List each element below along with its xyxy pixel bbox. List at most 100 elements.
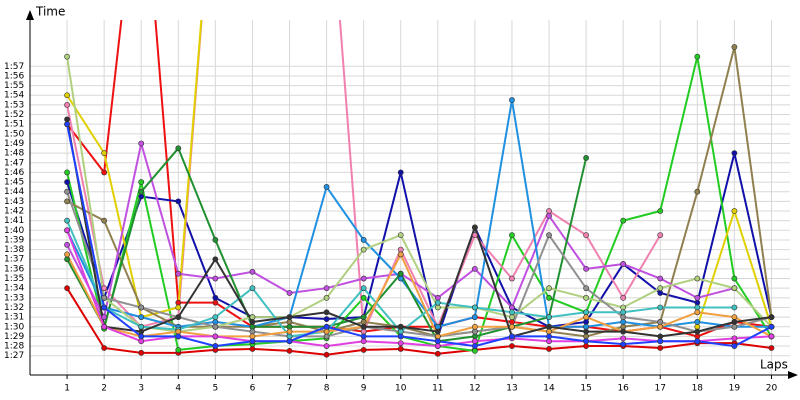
point (397, 169, 404, 176)
y-tick-label: 1:48 (4, 149, 24, 159)
y-tick-label: 1:49 (4, 139, 24, 149)
point (546, 338, 552, 345)
x-tick-label: 19 (729, 384, 741, 394)
x-tick-label: 5 (212, 384, 218, 394)
point (657, 319, 664, 325)
point (731, 323, 738, 330)
y-tick-label: 1:54 (4, 91, 24, 101)
point (509, 97, 515, 103)
point (64, 227, 70, 234)
series-line (66, 119, 772, 338)
point (471, 333, 478, 340)
point (249, 268, 256, 275)
point (212, 299, 219, 306)
point (138, 188, 145, 195)
point (360, 347, 367, 353)
point (249, 328, 256, 335)
point (397, 246, 404, 253)
point (101, 285, 108, 292)
x-tick-label: 7 (287, 384, 293, 394)
point (212, 237, 219, 243)
point (694, 309, 701, 316)
x-tick-label: 1 (64, 384, 70, 394)
point (138, 314, 145, 321)
point (397, 340, 404, 347)
point (286, 347, 293, 354)
point (249, 314, 256, 321)
point (397, 270, 404, 277)
point (620, 217, 627, 224)
point (471, 224, 478, 231)
point (583, 265, 589, 272)
point (471, 232, 478, 239)
point (64, 169, 70, 176)
point (64, 251, 70, 258)
point (434, 350, 441, 357)
point (509, 323, 515, 330)
point (471, 338, 478, 345)
point (64, 179, 70, 185)
point (620, 323, 627, 330)
point (323, 328, 330, 335)
x-axis-arrow (788, 371, 798, 379)
point (360, 319, 367, 325)
point (471, 328, 478, 335)
point (583, 155, 589, 161)
point (360, 285, 367, 292)
point (620, 328, 627, 335)
point (694, 338, 701, 345)
point (471, 343, 478, 349)
y-tick-label: 1:40 (4, 226, 24, 236)
y-tick-label: 1:46 (4, 168, 24, 178)
point (64, 241, 70, 248)
x-tick-label: 12 (469, 384, 480, 394)
point (360, 314, 367, 321)
point (138, 179, 145, 185)
point (101, 304, 108, 311)
point (546, 285, 552, 292)
point (138, 333, 145, 340)
point (583, 328, 589, 335)
point (397, 333, 404, 340)
point (138, 338, 145, 345)
point (583, 333, 589, 340)
point (323, 323, 330, 330)
point (323, 343, 330, 349)
point (397, 251, 404, 258)
point (360, 338, 367, 345)
point (768, 314, 775, 321)
point (138, 140, 145, 147)
x-tick-label: 13 (506, 384, 517, 394)
point (546, 333, 552, 340)
point (657, 304, 664, 311)
point (64, 188, 70, 195)
point (509, 309, 515, 316)
x-tick-label: 16 (617, 384, 629, 394)
point (397, 323, 404, 330)
point (175, 333, 182, 340)
y-axis-arrow (26, 10, 34, 20)
point (694, 275, 701, 282)
point (694, 294, 701, 301)
point (286, 338, 293, 345)
series-line (66, 123, 772, 348)
x-tick-label: 3 (138, 384, 144, 394)
point (694, 53, 701, 60)
point (360, 333, 367, 340)
point (434, 323, 441, 330)
point (175, 270, 182, 277)
x-tick-label: 10 (395, 384, 407, 394)
point (249, 333, 256, 340)
point (64, 116, 70, 123)
point (471, 347, 478, 354)
point (434, 304, 441, 311)
point (175, 314, 182, 321)
point (397, 275, 404, 282)
point (546, 232, 552, 239)
y-tick-label: 1:27 (4, 351, 24, 361)
y-tick-label: 1:34 (4, 284, 24, 294)
point (657, 290, 664, 296)
point (212, 275, 219, 282)
point (64, 101, 70, 108)
point (212, 314, 219, 321)
